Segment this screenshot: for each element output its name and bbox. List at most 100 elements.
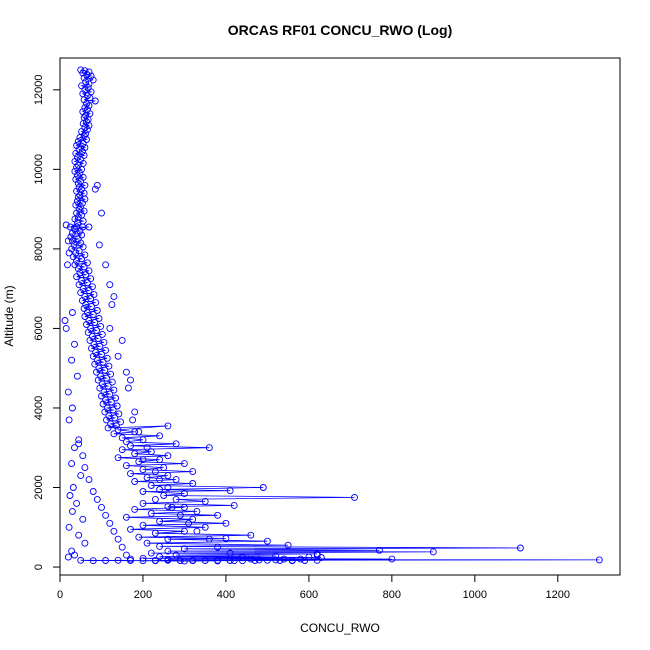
data-point bbox=[94, 334, 102, 342]
data-point bbox=[139, 554, 147, 562]
data-point bbox=[83, 321, 90, 328]
data-point bbox=[75, 531, 83, 539]
data-point bbox=[263, 537, 271, 545]
data-point bbox=[151, 495, 159, 503]
data-point bbox=[172, 476, 180, 484]
data-point bbox=[89, 311, 97, 318]
data-point bbox=[172, 440, 180, 448]
data-point bbox=[85, 287, 93, 295]
data-point bbox=[76, 227, 84, 235]
data-point bbox=[222, 519, 230, 527]
data-point bbox=[84, 328, 92, 336]
data-point bbox=[115, 410, 123, 418]
data-point bbox=[176, 557, 184, 564]
data-point bbox=[80, 151, 88, 159]
data-point bbox=[214, 556, 222, 564]
x-axis: 0 200 400 600 800 1000 1200 bbox=[57, 575, 570, 601]
data-point bbox=[82, 271, 90, 279]
data-point bbox=[180, 527, 188, 535]
data-point bbox=[98, 330, 106, 338]
data-point bbox=[272, 556, 280, 564]
data-point bbox=[117, 418, 125, 426]
x-tick-label: 200 bbox=[134, 589, 152, 601]
data-point bbox=[112, 422, 120, 430]
data-point bbox=[85, 122, 93, 130]
data-point bbox=[118, 543, 126, 551]
data-point bbox=[313, 556, 321, 564]
data-point bbox=[189, 557, 197, 565]
x-axis-label: CONCU_RWO bbox=[300, 621, 380, 635]
data-point bbox=[156, 542, 164, 550]
data-point bbox=[62, 324, 70, 332]
data-point bbox=[106, 324, 114, 332]
x-tick-label: 1000 bbox=[463, 589, 487, 601]
data-point bbox=[88, 283, 96, 291]
data-point bbox=[64, 553, 72, 561]
data-point bbox=[160, 492, 168, 499]
y-tick-label: 0 bbox=[33, 564, 45, 570]
data-point bbox=[81, 464, 89, 472]
data-point bbox=[214, 511, 222, 519]
data-point bbox=[164, 503, 172, 511]
data-point bbox=[78, 165, 86, 173]
data-point bbox=[75, 436, 83, 444]
data-point bbox=[81, 67, 89, 75]
data-point bbox=[180, 557, 188, 565]
data-point bbox=[305, 553, 313, 561]
data-point bbox=[151, 468, 159, 476]
data-point bbox=[86, 336, 94, 344]
data-point bbox=[102, 346, 110, 354]
data-point bbox=[85, 102, 93, 110]
data-point bbox=[516, 544, 524, 552]
data-point bbox=[93, 181, 101, 189]
data-point bbox=[280, 555, 288, 563]
data-point bbox=[104, 382, 112, 390]
data-point bbox=[71, 340, 78, 348]
data-point bbox=[64, 388, 72, 396]
data-point bbox=[156, 456, 164, 464]
data-point bbox=[151, 557, 159, 564]
data-point bbox=[351, 493, 358, 501]
data-point bbox=[127, 555, 134, 563]
data-point bbox=[205, 444, 213, 452]
data-point bbox=[78, 148, 86, 155]
data-point bbox=[99, 358, 107, 366]
chart-title: ORCAS RF01 CONCU_RWO (Log) bbox=[228, 22, 453, 38]
data-point bbox=[151, 529, 159, 537]
data-point bbox=[131, 505, 139, 513]
data-point bbox=[122, 513, 130, 521]
data-point bbox=[100, 338, 108, 346]
data-point bbox=[91, 185, 99, 193]
data-point bbox=[156, 517, 164, 525]
data-point bbox=[79, 452, 87, 460]
data-point bbox=[85, 223, 93, 231]
data-point bbox=[193, 507, 201, 515]
data-point bbox=[89, 488, 97, 495]
data-point bbox=[74, 265, 82, 273]
data-point bbox=[81, 313, 89, 320]
data-point bbox=[124, 384, 132, 392]
data-point bbox=[103, 416, 110, 424]
data-point bbox=[113, 402, 121, 410]
data-point bbox=[77, 556, 85, 564]
data-point bbox=[106, 390, 114, 398]
data-point bbox=[139, 499, 147, 507]
data-point bbox=[180, 545, 188, 553]
data-point bbox=[595, 556, 603, 564]
data-point bbox=[106, 281, 114, 289]
data-point bbox=[69, 484, 77, 491]
data-point bbox=[105, 412, 113, 420]
data-point bbox=[156, 553, 164, 561]
data-point bbox=[68, 547, 76, 555]
data-point bbox=[143, 474, 151, 482]
data-point bbox=[226, 549, 234, 557]
data-point bbox=[110, 386, 118, 394]
data-point bbox=[114, 535, 122, 543]
data-point bbox=[75, 281, 83, 289]
data-point bbox=[127, 376, 134, 384]
data-point bbox=[164, 422, 172, 430]
data-point bbox=[226, 557, 234, 564]
data-point bbox=[73, 273, 81, 281]
data-point bbox=[127, 525, 134, 533]
